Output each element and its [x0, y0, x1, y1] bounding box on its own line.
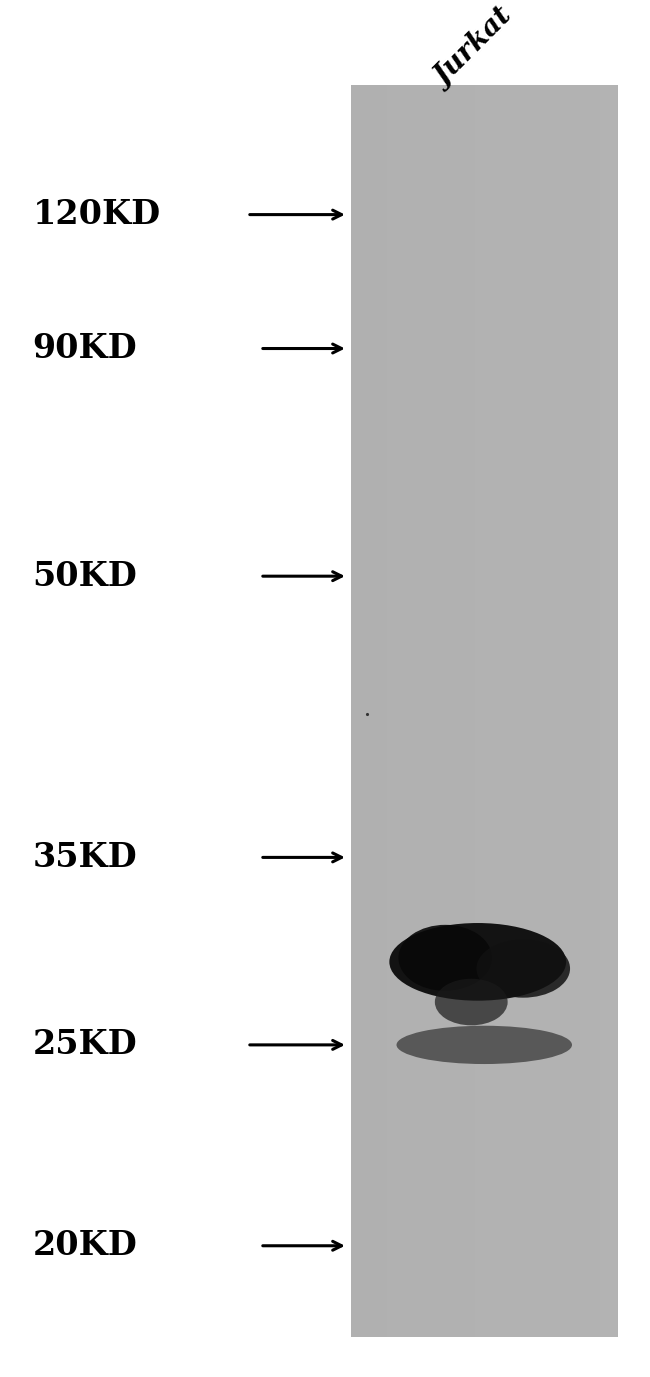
Bar	[528, 85, 538, 1337]
Bar	[502, 85, 511, 1337]
Bar	[387, 85, 395, 1337]
Ellipse shape	[398, 925, 492, 991]
Bar	[547, 85, 555, 1337]
Bar	[493, 85, 502, 1337]
Bar	[351, 85, 360, 1337]
Bar	[422, 85, 431, 1337]
Text: 50KD: 50KD	[32, 559, 137, 592]
Text: 35KD: 35KD	[32, 841, 137, 874]
Bar	[378, 85, 387, 1337]
Bar	[564, 85, 573, 1337]
Bar	[467, 85, 475, 1337]
Bar	[448, 85, 458, 1337]
Bar	[458, 85, 467, 1337]
Bar	[600, 85, 608, 1337]
Bar	[484, 85, 493, 1337]
Bar	[538, 85, 547, 1337]
Bar	[608, 85, 618, 1337]
Ellipse shape	[435, 979, 508, 1026]
Text: 20KD: 20KD	[32, 1230, 137, 1263]
Bar	[360, 85, 369, 1337]
Bar	[591, 85, 600, 1337]
Bar	[573, 85, 582, 1337]
Bar	[395, 85, 404, 1337]
Bar	[511, 85, 520, 1337]
Bar	[413, 85, 422, 1337]
Bar	[440, 85, 448, 1337]
Ellipse shape	[389, 923, 566, 1001]
Text: 25KD: 25KD	[32, 1029, 137, 1062]
Bar	[369, 85, 378, 1337]
Bar	[555, 85, 564, 1337]
Bar	[404, 85, 413, 1337]
Bar	[475, 85, 484, 1337]
Bar	[431, 85, 440, 1337]
Text: 90KD: 90KD	[32, 332, 137, 365]
Ellipse shape	[476, 939, 570, 998]
Bar	[582, 85, 591, 1337]
Bar	[520, 85, 528, 1337]
Ellipse shape	[396, 1026, 572, 1064]
Text: 120KD: 120KD	[32, 198, 161, 231]
Text: Jurkat: Jurkat	[430, 4, 519, 92]
Bar	[351, 85, 618, 1337]
